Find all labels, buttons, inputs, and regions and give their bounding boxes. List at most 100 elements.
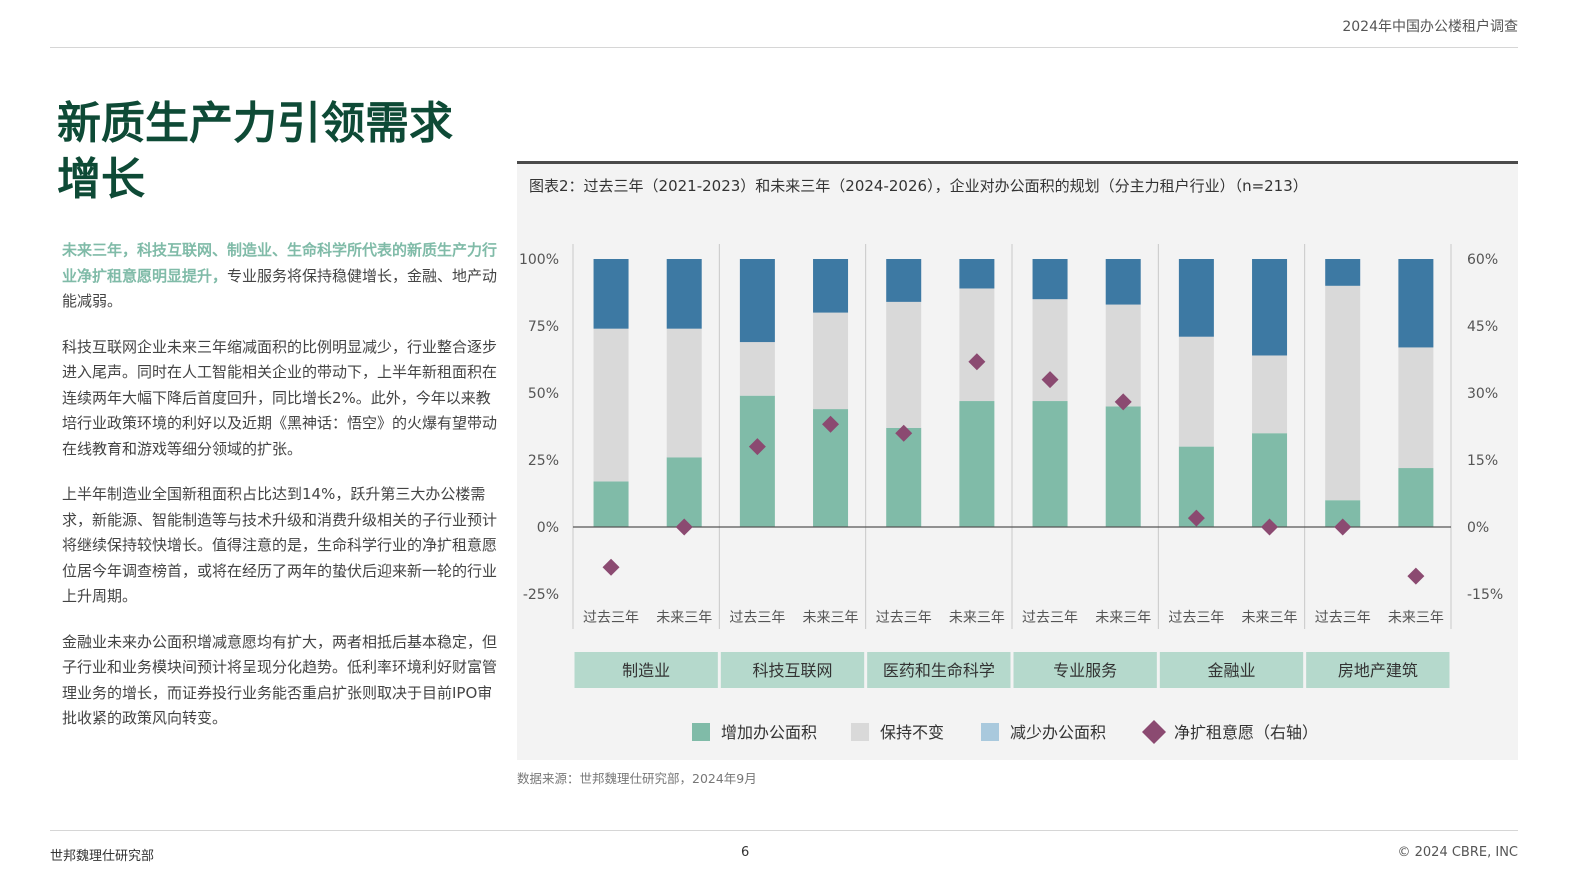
category-band [1159, 652, 1304, 688]
legend-swatch [851, 723, 869, 741]
bar-segment [886, 259, 922, 302]
left-axis-tick-label: 75% [528, 319, 559, 335]
page-number: 6 [741, 845, 750, 860]
bar-segment [1325, 259, 1361, 286]
left-axis-tick-label: 0% [537, 520, 559, 536]
data-source: 数据来源：世邦魏理仕研究部，2024年9月 [517, 771, 757, 786]
right-axis-tick-label: 60% [1467, 252, 1498, 268]
category-band [867, 652, 1011, 688]
bar-segment [739, 259, 775, 343]
category-band [1013, 652, 1157, 688]
legend-swatch [1142, 720, 1166, 744]
net-marker [1041, 371, 1059, 389]
category-label: 科技互联网 [752, 661, 832, 680]
footer-divider [50, 830, 1518, 831]
body-text: 未来三年，科技互联网、制造业、生命科学所代表的新质生产力行业净扩租意愿明显提升，… [62, 238, 498, 752]
period-label: 过去三年 [1315, 610, 1371, 626]
bar-segment [813, 259, 849, 313]
right-axis-tick-label: 45% [1467, 319, 1498, 335]
bar-segment [1032, 401, 1068, 527]
bar-segment [1178, 336, 1214, 447]
right-axis-tick-label: 15% [1467, 453, 1498, 469]
period-label: 过去三年 [729, 610, 785, 626]
bar-segment [1325, 285, 1361, 501]
period-label: 未来三年 [1095, 610, 1151, 626]
paragraph-1: 未来三年，科技互联网、制造业、生命科学所代表的新质生产力行业净扩租意愿明显提升，… [62, 238, 498, 315]
lead-highlight: 未来三年，科技互联网、制造业、生命科学所代表的新质生产力行业净扩租意愿明显提升， [62, 241, 498, 285]
bar-segment [666, 328, 702, 458]
right-axis-tick-label: -15% [1467, 587, 1503, 603]
paragraph-4: 金融业未来办公面积增减意愿均有扩大，两者相抵后基本稳定，但子行业和业务模块间预计… [62, 632, 498, 728]
left-axis-tick-label: -25% [523, 587, 559, 603]
bar-segment [1398, 259, 1434, 348]
paragraph-1-rest: 专业服务将保持稳健增长，金融、地产动能减弱。 [62, 266, 498, 311]
legend-label: 减少办公面积 [1010, 723, 1106, 742]
period-label: 未来三年 [803, 610, 859, 626]
period-label: 未来三年 [949, 610, 1005, 626]
page-title: 新质生产力引领需求增长 [57, 98, 453, 205]
bar-segment [739, 342, 775, 396]
category-label: 金融业 [1207, 661, 1255, 680]
header-divider [50, 47, 1518, 48]
period-label: 过去三年 [1022, 610, 1078, 626]
report-title: 2024年中国办公楼租户调查 [1342, 19, 1518, 35]
bar-segment [1032, 259, 1068, 300]
net-marker [748, 438, 766, 456]
paragraph-3: 上半年制造业全国新租面积占比达到14%，跃升第三大办公楼需求，新能源、智能制造等… [62, 485, 498, 605]
bar-segment [593, 481, 629, 527]
left-axis-tick-label: 100% [519, 252, 559, 268]
bar-segment [886, 301, 922, 428]
legend-label: 保持不变 [880, 723, 944, 742]
category-band [1306, 652, 1450, 688]
period-label: 未来三年 [656, 610, 712, 626]
copyright: © 2024 CBRE, INC [1397, 845, 1519, 860]
bar-segment [1105, 304, 1141, 407]
bar-segment [666, 259, 702, 329]
bar-segment [1252, 355, 1288, 434]
bar-segment [1105, 259, 1141, 305]
legend-label: 增加办公面积 [721, 723, 817, 742]
category-label: 制造业 [622, 661, 670, 680]
bar-segment [886, 427, 922, 527]
category-band [574, 652, 718, 688]
net-marker [675, 518, 693, 536]
net-marker [602, 558, 620, 576]
period-label: 过去三年 [876, 610, 932, 626]
bar-segment [739, 395, 775, 527]
bar-segment [1178, 259, 1214, 337]
bar-segment [593, 259, 629, 329]
net-marker [822, 415, 840, 433]
net-marker [1114, 393, 1132, 411]
chart-caption: 图表2：过去三年（2021-2023）和未来三年（2024-2026），企业对办… [529, 177, 1308, 195]
bar-segment [593, 328, 629, 482]
chart-panel: 图表2：过去三年（2021-2023）和未来三年（2024-2026），企业对办… [517, 161, 1518, 760]
net-marker [1334, 518, 1352, 536]
category-label: 医药和生命科学 [883, 661, 995, 680]
right-axis-tick-label: 0% [1467, 520, 1489, 536]
right-axis-tick-label: 30% [1467, 386, 1498, 402]
period-label: 未来三年 [1242, 610, 1298, 626]
bar-segment [1252, 259, 1288, 356]
legend-swatch [981, 723, 999, 741]
category-band [720, 652, 865, 688]
bar-segment [813, 312, 849, 410]
bar-segment [1398, 468, 1434, 527]
category-label: 专业服务 [1053, 661, 1117, 680]
bar-segment [666, 457, 702, 527]
legend-swatch [692, 723, 710, 741]
period-label: 过去三年 [583, 610, 639, 626]
period-label: 过去三年 [1168, 610, 1224, 626]
bar-segment [1252, 433, 1288, 527]
bar-segment [959, 259, 995, 289]
net-marker [1261, 518, 1279, 536]
period-label: 未来三年 [1388, 610, 1444, 626]
net-marker [1407, 567, 1425, 585]
legend-label: 净扩租意愿（右轴） [1174, 723, 1318, 742]
bar-segment [959, 401, 995, 527]
paragraph-2: 科技互联网企业未来三年缩减面积的比例明显减少，行业整合逐步进入尾声。同时在人工智… [62, 337, 498, 458]
net-marker [895, 424, 913, 442]
footer-org: 世邦魏理仕研究部 [50, 849, 155, 864]
bar-segment [1105, 406, 1141, 527]
bar-segment [959, 288, 995, 402]
category-label: 房地产建筑 [1338, 661, 1418, 680]
